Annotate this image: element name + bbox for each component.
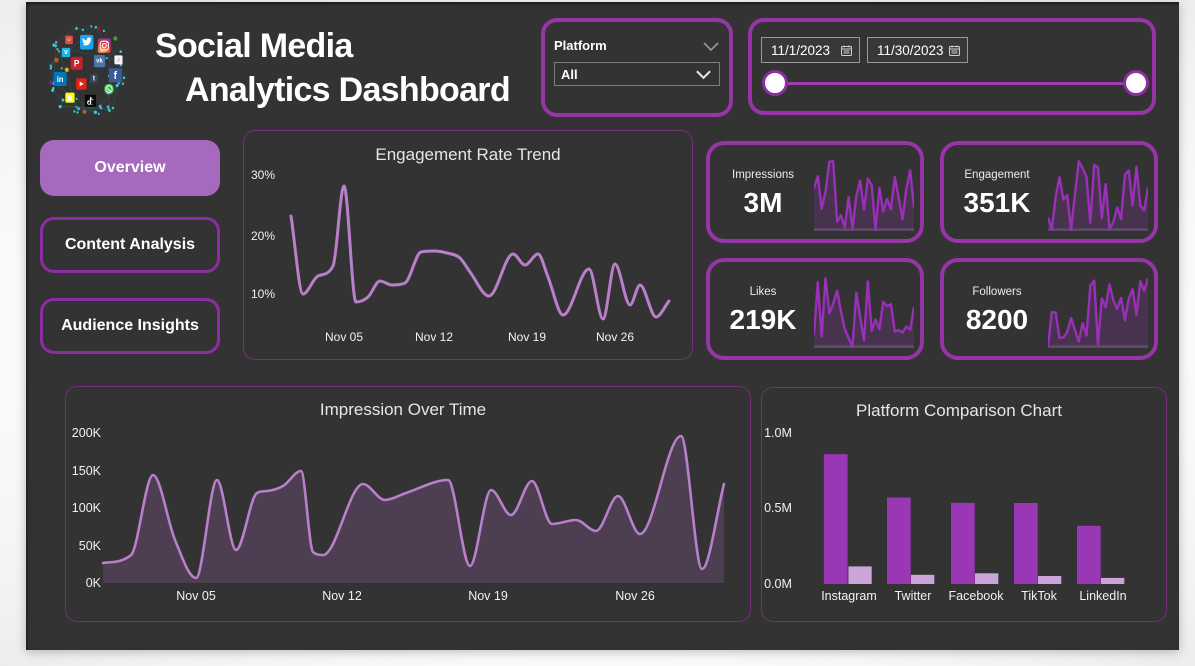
svg-text:Nov 12: Nov 12: [322, 589, 362, 603]
svg-text:10%: 10%: [251, 287, 275, 301]
svg-text:Facebook: Facebook: [949, 589, 1005, 603]
svg-text:0.5M: 0.5M: [764, 501, 792, 515]
svg-text:100K: 100K: [72, 501, 102, 515]
svg-text:Nov 12: Nov 12: [415, 330, 453, 344]
svg-text:Nov 19: Nov 19: [508, 330, 546, 344]
svg-text:50K: 50K: [79, 539, 102, 553]
svg-text:P: P: [74, 58, 80, 68]
svg-text:150K: 150K: [72, 464, 102, 478]
svg-text:0K: 0K: [86, 576, 102, 590]
svg-text:Twitter: Twitter: [895, 589, 932, 603]
svg-text:v: v: [64, 49, 68, 56]
svg-text:t: t: [93, 75, 96, 82]
svg-text:vk: vk: [96, 57, 103, 64]
svg-text:0.0M: 0.0M: [764, 577, 792, 591]
svg-text:Nov 26: Nov 26: [615, 589, 655, 603]
svg-text:Nov 19: Nov 19: [468, 589, 508, 603]
svg-text:200K: 200K: [72, 426, 102, 440]
svg-text:Nov 05: Nov 05: [325, 330, 363, 344]
svg-text:Nov 05: Nov 05: [176, 589, 216, 603]
svg-text:in: in: [57, 75, 64, 84]
svg-text:f: f: [114, 70, 118, 83]
svg-text:LinkedIn: LinkedIn: [1079, 589, 1126, 603]
svg-text:1.0M: 1.0M: [764, 426, 792, 440]
svg-text:☺: ☺: [66, 37, 71, 43]
svg-text:TikTok: TikTok: [1021, 589, 1057, 603]
svg-text:Instagram: Instagram: [821, 589, 877, 603]
svg-text:30%: 30%: [251, 168, 275, 182]
svg-text:TikTok: TikTok: [88, 104, 92, 106]
svg-text:20%: 20%: [251, 229, 275, 243]
svg-text:Nov 26: Nov 26: [596, 330, 634, 344]
svg-text:♪: ♪: [117, 56, 120, 63]
